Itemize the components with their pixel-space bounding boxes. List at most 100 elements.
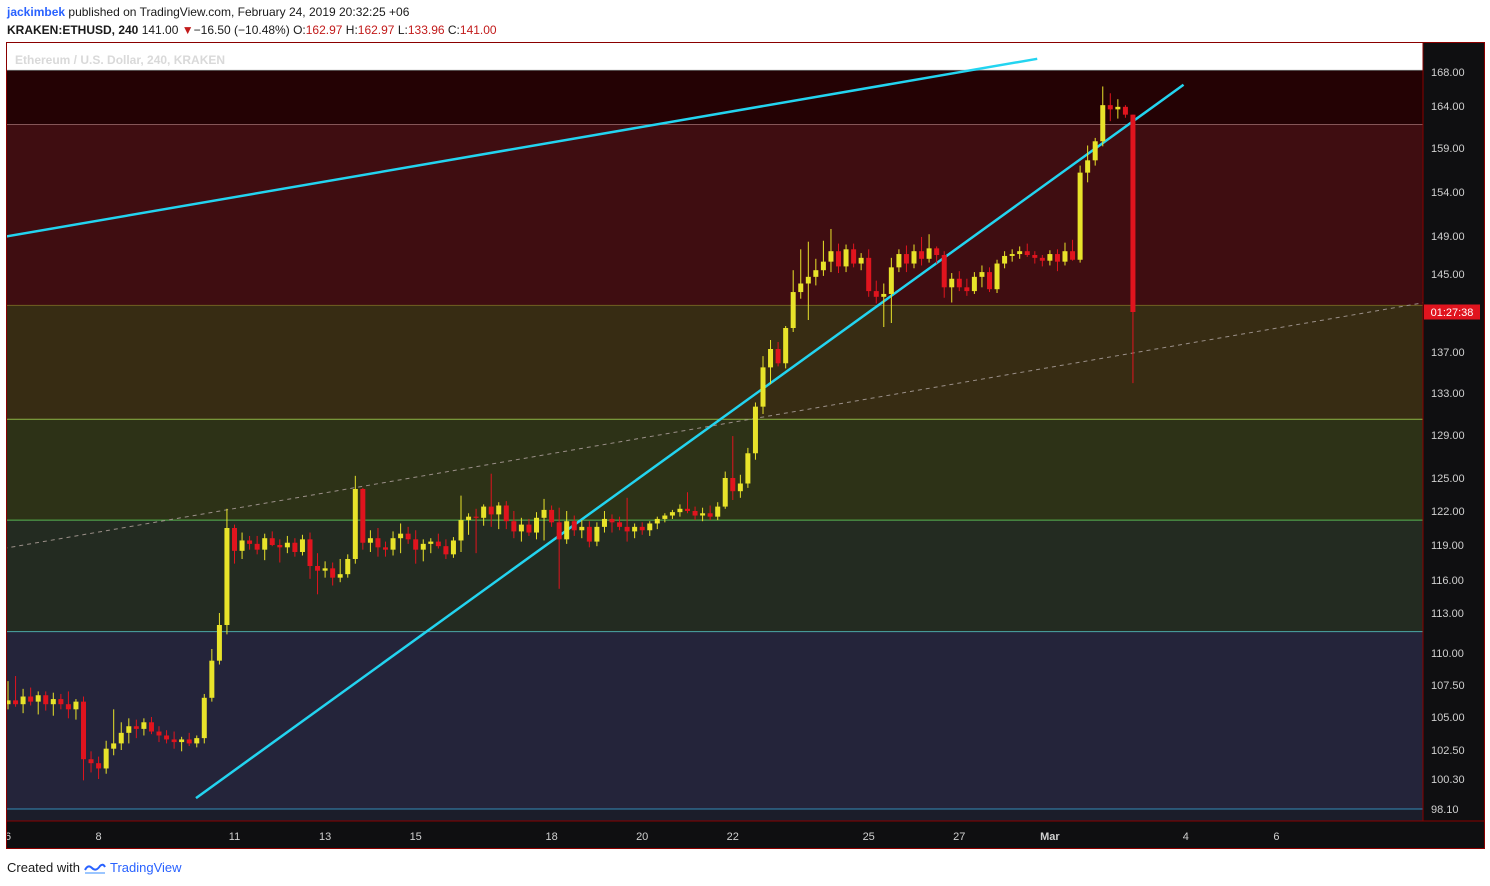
candle xyxy=(118,722,124,750)
candle-body xyxy=(50,699,56,705)
candle xyxy=(526,518,532,536)
candle xyxy=(194,735,200,748)
candle-body xyxy=(1100,105,1106,142)
candle xyxy=(1017,246,1023,259)
candle xyxy=(820,240,826,276)
candle-body xyxy=(888,267,894,294)
candle-body xyxy=(979,272,985,277)
candle xyxy=(88,751,94,773)
time-axis[interactable] xyxy=(6,821,1485,849)
candle-body xyxy=(299,539,305,552)
candle-body xyxy=(315,566,321,571)
candle xyxy=(224,508,230,635)
candle-body xyxy=(13,700,19,705)
candle-body xyxy=(405,533,411,540)
candle xyxy=(835,243,841,274)
candle-body xyxy=(1047,254,1053,261)
candle-body xyxy=(737,483,743,492)
candle xyxy=(579,520,585,539)
candle xyxy=(760,356,766,414)
candle xyxy=(851,243,857,268)
chart-frame xyxy=(6,42,1485,849)
price-tick-label: 125.00 xyxy=(1431,473,1465,485)
price-tick-label: 149.00 xyxy=(1431,231,1465,243)
candle-body xyxy=(20,696,26,705)
candle-body xyxy=(118,732,124,744)
candle-body xyxy=(564,521,570,540)
candle-body xyxy=(232,528,237,551)
candle xyxy=(632,523,638,539)
candle-body xyxy=(632,526,638,532)
candle xyxy=(50,692,56,716)
candle xyxy=(956,271,962,292)
trendline xyxy=(6,57,1038,238)
candle-body xyxy=(352,489,358,559)
time-tick-label: 20 xyxy=(636,831,648,843)
price-tick-label: 113.00 xyxy=(1431,608,1464,620)
candle-body xyxy=(65,704,71,710)
author-link[interactable]: jackimbek xyxy=(7,5,66,19)
candle-body xyxy=(1017,251,1023,255)
candle xyxy=(35,691,41,715)
candle-body xyxy=(866,257,872,292)
candle-body xyxy=(496,505,502,515)
price-tick-label: 145.00 xyxy=(1431,269,1465,281)
chart-title: Ethereum / U.S. Dollar, 240, KRAKEN xyxy=(15,53,226,67)
countdown-label: 01:27:38 xyxy=(1431,307,1474,319)
tradingview-link[interactable]: TradingView xyxy=(109,860,182,875)
candle-body xyxy=(994,263,1000,290)
candle xyxy=(594,522,600,547)
candle-body xyxy=(971,276,977,292)
candle-body xyxy=(662,515,668,519)
candle-body xyxy=(1092,141,1098,161)
candle-body xyxy=(1054,254,1060,262)
time-tick-label: 25 xyxy=(863,831,875,843)
candle-body xyxy=(488,506,494,515)
candle-body xyxy=(337,574,343,578)
candle xyxy=(949,273,955,303)
candle-body xyxy=(903,254,909,264)
price-chart[interactable]: 168.00164.00159.00154.00149.00145.00141.… xyxy=(6,42,1485,849)
candle xyxy=(979,265,985,288)
candle xyxy=(1039,255,1045,267)
candle xyxy=(873,280,879,304)
candle-body xyxy=(247,540,253,544)
candle-body xyxy=(1085,160,1091,173)
trendlines[interactable] xyxy=(6,57,1447,800)
candle xyxy=(1070,239,1076,261)
candle-body xyxy=(435,541,441,547)
current-price-tag: 01:27:38 xyxy=(1424,304,1480,320)
candle-body xyxy=(835,251,841,267)
fib-zone xyxy=(6,809,1423,821)
candle xyxy=(307,532,313,579)
open-value: 162.97 xyxy=(305,23,343,37)
candle xyxy=(541,498,547,541)
candle xyxy=(1092,137,1098,166)
candle xyxy=(881,283,887,327)
candle xyxy=(481,504,487,526)
candle xyxy=(96,756,102,779)
high-value: 162.97 xyxy=(357,23,395,37)
candle-body xyxy=(881,293,887,297)
price-tick-label: 105.00 xyxy=(1431,712,1465,724)
candle xyxy=(941,251,947,298)
candle xyxy=(783,326,789,369)
candle xyxy=(677,504,683,517)
candle xyxy=(1024,243,1030,257)
candle xyxy=(450,537,456,558)
candle xyxy=(534,512,540,540)
candle-body xyxy=(805,276,811,284)
candle xyxy=(647,521,653,536)
candle xyxy=(65,691,71,719)
time-axis-labels: 6 8 11 13 15 18 20 22 25 27 Mar 4 6 xyxy=(6,831,1279,843)
candle xyxy=(413,530,419,564)
price-axis[interactable] xyxy=(1423,42,1485,849)
price-tick-label: 154.00 xyxy=(1431,187,1465,199)
candle-body xyxy=(284,542,290,548)
price-tick-label: 122.00 xyxy=(1431,506,1465,518)
candle xyxy=(692,506,698,521)
candle xyxy=(866,249,872,297)
candle xyxy=(1122,105,1128,118)
candle xyxy=(6,681,11,710)
candle xyxy=(420,539,426,562)
